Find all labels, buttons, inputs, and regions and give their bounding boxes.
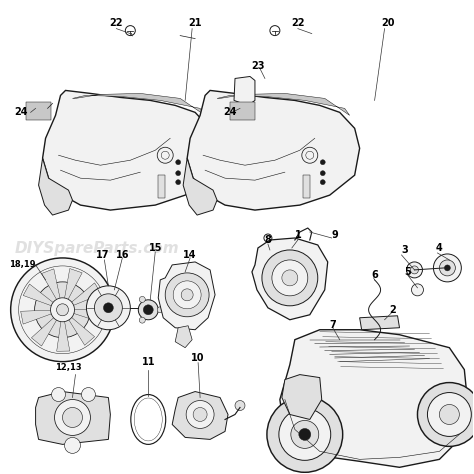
Text: 10: 10 [191, 353, 205, 363]
Text: 14: 14 [183, 250, 197, 260]
Text: 3: 3 [401, 245, 408, 255]
Polygon shape [172, 392, 228, 439]
Circle shape [439, 260, 456, 276]
Circle shape [173, 281, 201, 309]
Circle shape [433, 254, 461, 282]
Circle shape [35, 282, 91, 337]
Polygon shape [26, 102, 51, 120]
Text: 16: 16 [116, 250, 129, 260]
Circle shape [94, 294, 122, 322]
Circle shape [410, 266, 419, 274]
Text: 11: 11 [142, 356, 155, 366]
Circle shape [165, 273, 209, 317]
Text: 18,19: 18,19 [9, 260, 36, 269]
Circle shape [267, 397, 343, 472]
Polygon shape [158, 262, 215, 330]
Circle shape [176, 160, 181, 164]
Text: 22: 22 [291, 18, 305, 27]
Circle shape [262, 250, 318, 306]
Text: 2: 2 [389, 305, 396, 315]
Text: 21: 21 [188, 18, 202, 27]
Circle shape [55, 400, 91, 436]
Circle shape [407, 262, 422, 278]
Polygon shape [42, 269, 62, 305]
Polygon shape [64, 269, 82, 305]
Polygon shape [175, 326, 192, 347]
Circle shape [51, 298, 74, 322]
Text: 24: 24 [223, 108, 237, 118]
Circle shape [63, 408, 82, 428]
Polygon shape [187, 91, 360, 210]
Polygon shape [23, 284, 59, 308]
Circle shape [103, 303, 113, 313]
Polygon shape [31, 313, 60, 346]
Circle shape [11, 258, 114, 362]
Circle shape [282, 270, 298, 286]
Polygon shape [57, 315, 70, 351]
Polygon shape [73, 93, 205, 115]
Circle shape [439, 404, 459, 424]
Circle shape [320, 171, 325, 176]
Text: 20: 20 [381, 18, 394, 27]
Circle shape [320, 160, 325, 164]
Circle shape [56, 304, 69, 316]
Polygon shape [183, 158, 217, 215]
Text: 24: 24 [14, 108, 27, 118]
Circle shape [272, 260, 308, 296]
Polygon shape [230, 102, 255, 120]
Polygon shape [21, 310, 58, 324]
Text: 7: 7 [329, 320, 336, 330]
Polygon shape [252, 238, 328, 320]
Text: 12,13: 12,13 [55, 363, 82, 372]
Text: 8: 8 [264, 235, 271, 245]
Text: 17: 17 [96, 250, 109, 260]
Polygon shape [280, 330, 467, 467]
Circle shape [411, 284, 423, 296]
Text: 23: 23 [251, 61, 264, 71]
Circle shape [193, 408, 207, 421]
Polygon shape [67, 310, 104, 323]
Circle shape [235, 401, 245, 410]
Circle shape [176, 180, 181, 185]
Polygon shape [282, 374, 322, 419]
Text: 9: 9 [331, 230, 338, 240]
Circle shape [64, 438, 81, 453]
Circle shape [176, 171, 181, 176]
Polygon shape [217, 93, 350, 115]
Circle shape [139, 296, 145, 302]
Polygon shape [66, 283, 101, 308]
Polygon shape [36, 392, 110, 445]
Polygon shape [38, 158, 73, 215]
Circle shape [82, 388, 95, 401]
Text: 22: 22 [109, 18, 123, 27]
Circle shape [157, 307, 163, 313]
Polygon shape [65, 313, 95, 345]
Polygon shape [360, 316, 400, 330]
Text: 15: 15 [148, 243, 162, 253]
Polygon shape [158, 175, 165, 198]
Circle shape [428, 392, 471, 437]
Text: 4: 4 [436, 243, 443, 253]
Polygon shape [234, 76, 255, 105]
Circle shape [181, 289, 193, 301]
Circle shape [139, 317, 145, 323]
Text: 5: 5 [404, 267, 411, 277]
Circle shape [52, 388, 65, 401]
Circle shape [186, 401, 214, 428]
Circle shape [138, 300, 158, 320]
Polygon shape [43, 91, 215, 210]
Circle shape [320, 180, 325, 185]
Text: DIYSpareParts.com: DIYSpareParts.com [15, 241, 180, 256]
Circle shape [418, 383, 474, 447]
Circle shape [445, 265, 450, 271]
Circle shape [143, 305, 153, 315]
Circle shape [299, 428, 311, 440]
Circle shape [279, 409, 331, 460]
Polygon shape [303, 175, 310, 198]
Text: 1: 1 [294, 230, 301, 240]
Text: 6: 6 [371, 270, 378, 280]
Circle shape [291, 420, 319, 448]
Circle shape [86, 286, 130, 330]
